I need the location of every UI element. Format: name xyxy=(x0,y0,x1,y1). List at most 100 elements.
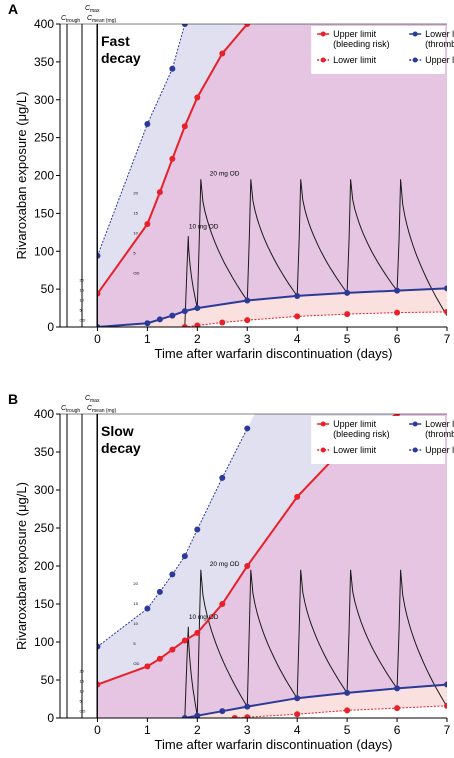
annotation-10mg: 10 mg OD xyxy=(189,224,219,231)
x-tick-label: 7 xyxy=(444,332,451,346)
legend: Upper limit(bleeding risk) Lower limit(th… xyxy=(311,416,454,464)
x-tick-label: 3 xyxy=(244,723,251,737)
side-scale-label: 10 xyxy=(133,230,138,235)
data-point xyxy=(169,312,176,319)
annotation-20mg: 20 mg OD xyxy=(210,561,240,568)
data-point xyxy=(181,123,188,130)
data-point xyxy=(394,309,401,316)
header-cmax-sub: max xyxy=(90,8,100,14)
x-tick-label: 1 xyxy=(144,332,151,346)
legend-swatch-marker xyxy=(320,421,326,427)
legend-swatch-marker xyxy=(320,31,326,37)
data-point xyxy=(181,308,188,315)
y-tick-label: 100 xyxy=(34,244,54,258)
y-tick-label: 350 xyxy=(34,445,54,459)
data-point xyxy=(97,681,101,688)
y-tick-label: 200 xyxy=(34,169,54,183)
series-lower-dashed xyxy=(181,308,448,327)
x-tick-label: 4 xyxy=(294,723,301,737)
data-point xyxy=(444,681,448,688)
legend-swatch-marker xyxy=(412,57,418,63)
y-tick-label: 300 xyxy=(34,483,54,497)
side-scale-label: 15 xyxy=(133,601,138,606)
y-tick-label: 250 xyxy=(34,131,54,145)
data-point xyxy=(244,24,251,27)
legend-swatch-marker xyxy=(412,447,418,453)
data-point xyxy=(244,297,251,304)
data-point xyxy=(219,601,226,607)
data-point xyxy=(244,425,251,432)
data-point xyxy=(294,313,301,320)
x-tick-label: 7 xyxy=(444,723,451,737)
side-scale-label: 10 xyxy=(79,298,84,303)
y-tick-label: 0 xyxy=(47,711,54,725)
x-tick-label: 0 xyxy=(94,723,101,737)
legend-label: Lower limit(thrombosis risk) xyxy=(425,29,454,49)
side-scale-label: 15 xyxy=(133,210,138,215)
panel-letter: B xyxy=(8,391,18,407)
legend-label: Upper limit (bleeding risk) xyxy=(333,419,390,439)
series-line xyxy=(97,24,186,256)
data-point xyxy=(156,316,163,323)
data-point xyxy=(194,526,201,533)
data-point xyxy=(97,290,101,297)
header-cmax: C xyxy=(85,5,91,12)
y-tick-label: 0 xyxy=(47,320,54,334)
header-cmean-sub: mean (mg) xyxy=(92,408,117,414)
panel-B: 0 50 100 150 200 250 300 350 400 0 1 2 3 4 5 6 7 Time aft… xyxy=(8,391,454,752)
side-scale-label: OD xyxy=(133,661,139,666)
legend-label: Upper limit xyxy=(425,445,454,455)
data-point xyxy=(169,65,176,72)
x-tick-label: 5 xyxy=(344,723,351,737)
data-point xyxy=(219,474,226,481)
data-point xyxy=(181,24,188,27)
data-point xyxy=(144,120,151,127)
panel-title-line2: decay xyxy=(101,440,141,456)
data-point xyxy=(194,322,201,327)
data-point xyxy=(294,493,301,500)
series-line xyxy=(97,24,249,295)
panel-title-line1: Fast xyxy=(101,33,130,49)
data-point xyxy=(169,646,176,653)
data-point xyxy=(294,292,301,299)
annotation-20mg: 20 mg OD xyxy=(210,171,240,178)
data-point xyxy=(344,689,351,696)
data-point xyxy=(219,319,226,326)
data-point xyxy=(144,220,151,227)
data-point xyxy=(156,189,163,196)
header-cmean: C xyxy=(87,405,93,412)
legend-swatch-marker xyxy=(320,57,326,63)
series-lower-thrombosis xyxy=(181,681,448,718)
data-point xyxy=(394,287,401,294)
data-point xyxy=(181,715,188,718)
series-lower-dashed xyxy=(231,702,448,718)
header-ctrough-sub: trough xyxy=(66,18,80,24)
series-upper-bleeding xyxy=(97,24,251,297)
series-line xyxy=(184,311,448,327)
side-scale-label: 10 xyxy=(79,688,84,693)
y-tick-label: 100 xyxy=(34,635,54,649)
y-tick-label: 150 xyxy=(34,597,54,611)
legend-label: Lower limit xyxy=(333,55,377,65)
panel-letter: A xyxy=(8,1,18,17)
data-point xyxy=(194,629,201,636)
data-point xyxy=(156,655,163,662)
data-point xyxy=(156,588,163,595)
y-tick-label: 400 xyxy=(34,407,54,421)
header-cmax: C xyxy=(85,395,91,402)
legend-label: Lower limit(thrombosis risk) xyxy=(425,419,454,439)
side-scale-label: 20 xyxy=(133,581,138,586)
y-axis-title: Rivaroxaban exposure (μg/L) xyxy=(14,92,29,260)
y-tick-label: 350 xyxy=(34,55,54,69)
data-point xyxy=(294,695,301,702)
series-lower-thrombosis xyxy=(97,285,448,327)
header-ctrough: C xyxy=(61,405,67,412)
data-point xyxy=(444,702,448,709)
shade-upper-band xyxy=(97,414,398,685)
side-scale-label: 20 xyxy=(79,278,84,283)
legend-box xyxy=(311,416,445,464)
legend-label: Upper limit xyxy=(425,55,454,65)
side-scale-label: 15 xyxy=(79,288,84,293)
side-scale-label: 20 xyxy=(79,668,84,673)
